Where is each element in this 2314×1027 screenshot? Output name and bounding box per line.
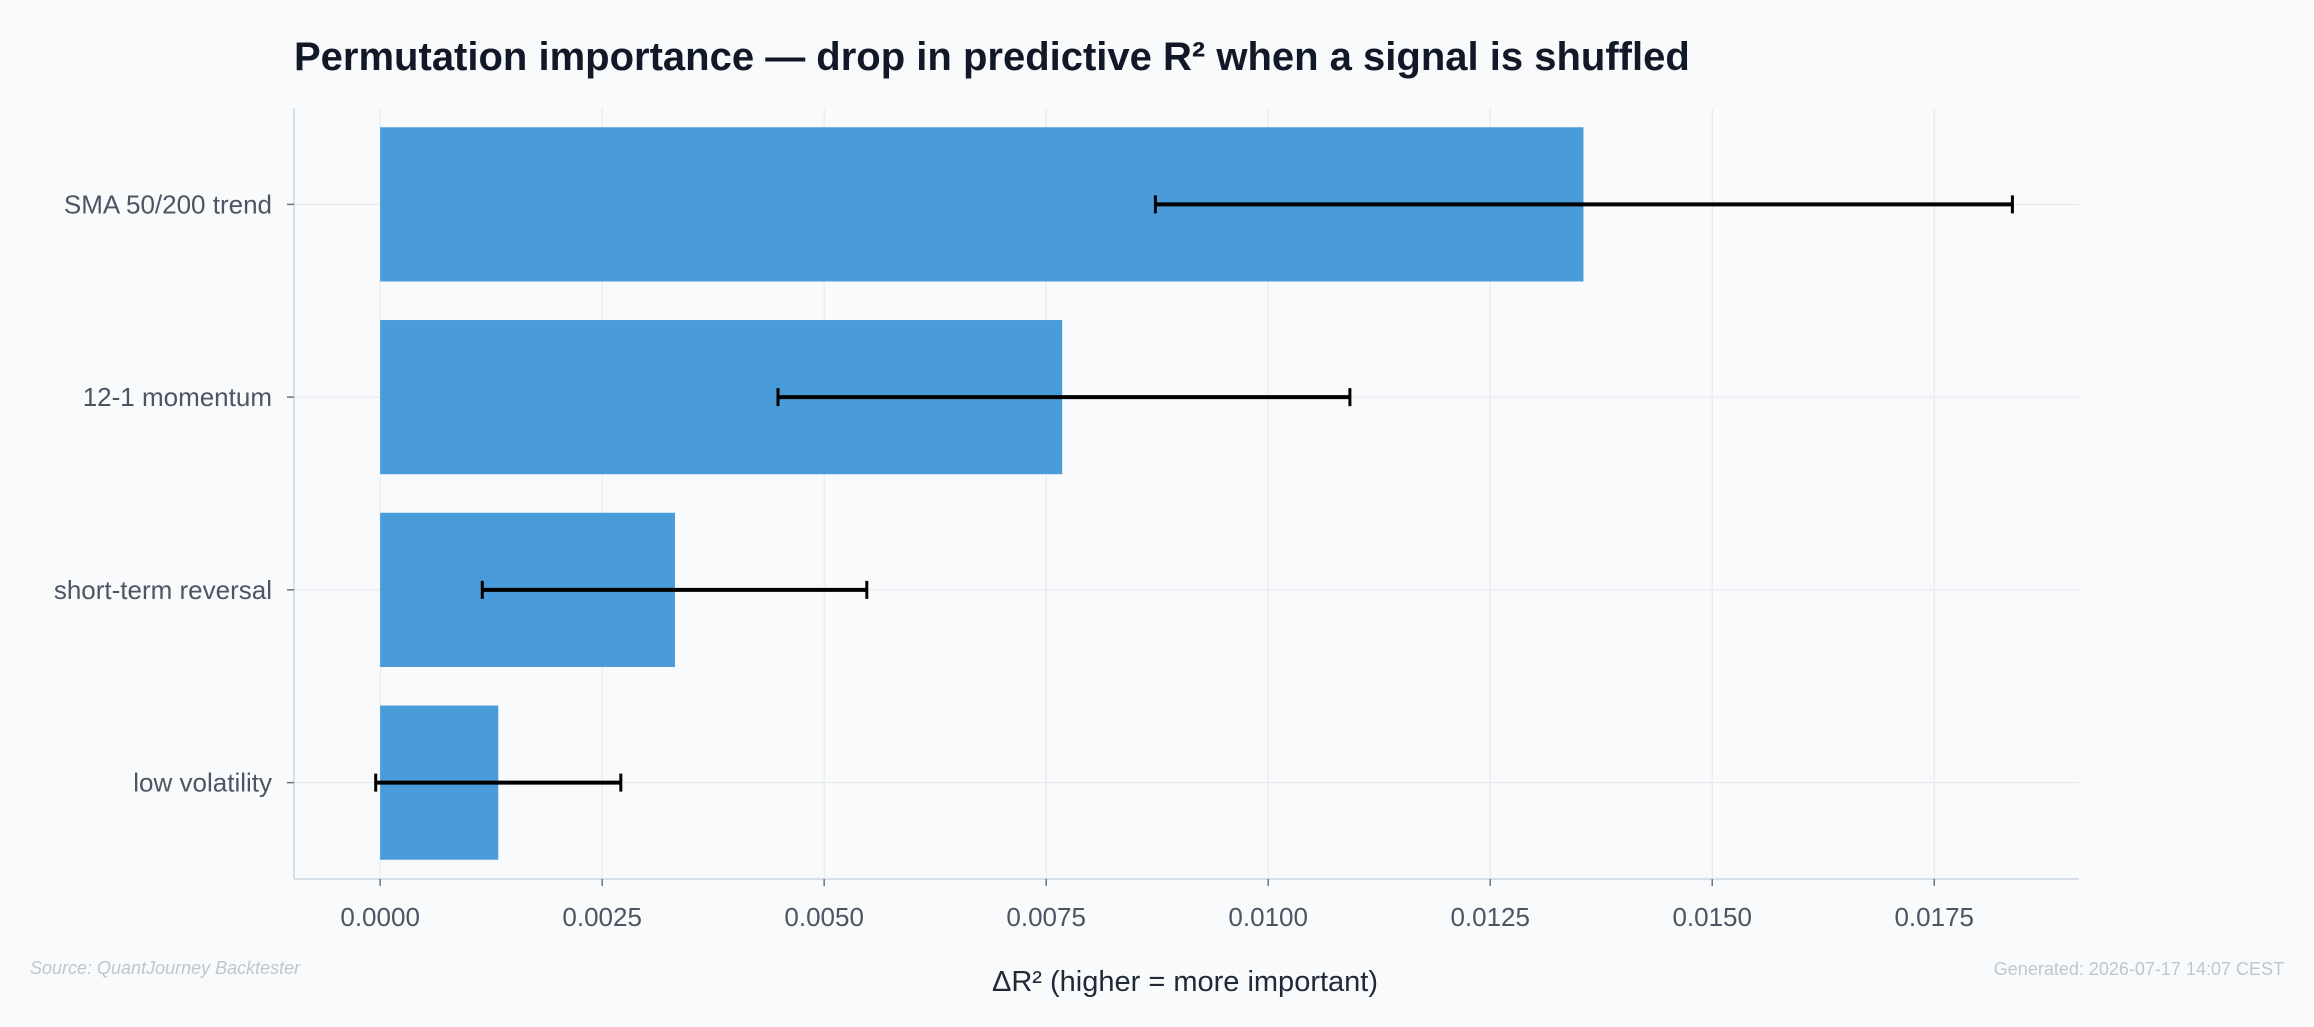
x-tick-label: 0.0025 — [562, 902, 642, 932]
x-axis-label: ΔR² (higher = more important) — [992, 966, 1378, 998]
x-tick-label: 0.0050 — [784, 902, 864, 932]
axes-layer — [287, 108, 2079, 886]
x-tick-label: 0.0075 — [1006, 902, 1086, 932]
generated-timestamp: Generated: 2026-07-17 14:07 CEST — [1994, 959, 2284, 979]
y-tick-label: SMA 50/200 trend — [64, 189, 272, 219]
y-tick-label: low volatility — [133, 768, 272, 798]
x-tick-label: 0.0125 — [1450, 902, 1530, 932]
x-tick-label: 0.0000 — [340, 902, 420, 932]
x-tick-label: 0.0100 — [1228, 902, 1308, 932]
chart-title: Permutation importance — drop in predict… — [294, 35, 1690, 79]
y-tick-label: short-term reversal — [54, 575, 272, 605]
x-tick-label: 0.0175 — [1894, 902, 1974, 932]
error-bars-layer — [374, 195, 2014, 792]
tick-labels-layer: SMA 50/200 trend 12-1 momentum short-term … — [54, 189, 1974, 932]
source-note: Source: QuantJourney Backtester — [30, 958, 301, 978]
y-tick-label: 12-1 momentum — [83, 382, 272, 412]
x-tick-label: 0.0150 — [1672, 902, 1752, 932]
bars-layer — [380, 127, 1584, 860]
